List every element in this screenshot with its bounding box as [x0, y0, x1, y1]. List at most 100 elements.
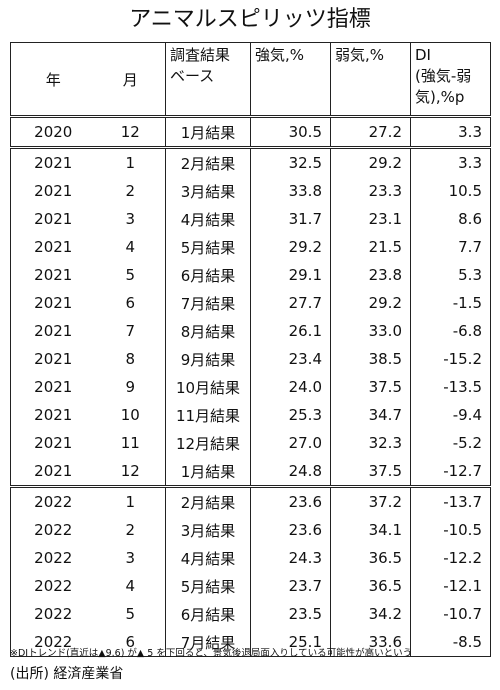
table-cell: 23.1 [330, 205, 411, 233]
table-row: 2021 2 3月結果 33.8 23.3 10.5 [10, 177, 491, 205]
table-cell: 33.8 [250, 177, 331, 205]
table-cell: 33.6 [330, 628, 411, 657]
table-cell: -13.5 [410, 373, 491, 401]
table-row: 2022 6 7月結果 25.1 33.6 -8.5 [10, 628, 491, 657]
header-line: (強気-弱 [415, 67, 472, 85]
table-cell: 2021 [10, 146, 96, 177]
header-line: 年 [45, 70, 61, 89]
table-cell: 2月結果 [165, 485, 251, 516]
table-cell: 12 [95, 457, 166, 487]
table-cell: 2022 [10, 516, 96, 544]
table-cell: 12 [95, 115, 166, 148]
table-cell: 6月結果 [165, 600, 251, 628]
table-cell: 21.5 [330, 233, 411, 261]
table-cell: 3.3 [410, 146, 491, 177]
table-row: 2021 10 11月結果 25.3 34.7 -9.4 [10, 401, 491, 429]
table-cell: 2月結果 [165, 146, 251, 177]
table-cell: 9月結果 [165, 345, 251, 373]
table-cell: 11月結果 [165, 401, 251, 429]
header-cell: DI (強気-弱 気),%p [410, 42, 491, 117]
table-row: 2022 5 6月結果 23.5 34.2 -10.7 [10, 600, 491, 628]
table-cell: 37.5 [330, 373, 411, 401]
table-cell: 3.3 [410, 115, 491, 148]
table-cell: 10.5 [410, 177, 491, 205]
table-cell: 1 [95, 146, 166, 177]
table-cell: 5 [95, 600, 166, 628]
header-line: 気),%p [415, 88, 465, 106]
header-line: 強気,% [255, 46, 305, 64]
table-cell: 8.6 [410, 205, 491, 233]
table-cell: 6月結果 [165, 261, 251, 289]
table-cell: -10.7 [410, 600, 491, 628]
table-cell: -12.7 [410, 457, 491, 487]
table-row: 2022 4 5月結果 23.7 36.5 -12.1 [10, 572, 491, 600]
table-cell: -5.2 [410, 429, 491, 457]
table-row: 2021 3 4月結果 31.7 23.1 8.6 [10, 205, 491, 233]
table-cell: 29.2 [330, 146, 411, 177]
table-cell: 2020 [10, 115, 96, 148]
table-cell: 7月結果 [165, 628, 251, 657]
table-cell: 2021 [10, 233, 96, 261]
table-cell: 8 [95, 345, 166, 373]
title: アニマルスピリッツ指標 [129, 7, 371, 32]
table-cell: -12.1 [410, 572, 491, 600]
table-cell: 38.5 [330, 345, 411, 373]
table-cell: 24.0 [250, 373, 331, 401]
table-cell: 7 [95, 317, 166, 345]
table-row: 2021 5 6月結果 29.1 23.8 5.3 [10, 261, 491, 289]
table-row: 2021 12 1月結果 24.8 37.5 -12.7 [10, 457, 491, 487]
table-cell: 2021 [10, 373, 96, 401]
table-cell: 1月結果 [165, 457, 251, 487]
table-cell: 11 [95, 429, 166, 457]
data-table: 年月調査結果 ベース 強気,% 弱気,% DI (強気-弱 気),%p 2020 12 1月結果 3… [10, 42, 491, 657]
table-cell: 2022 [10, 572, 96, 600]
table-cell: 37.2 [330, 485, 411, 516]
table-cell: 23.8 [330, 261, 411, 289]
table-cell: 3 [95, 205, 166, 233]
table-cell: 36.5 [330, 544, 411, 572]
table-cell: 29.2 [330, 289, 411, 317]
table-row: 2021 11 12月結果 27.0 32.3 -5.2 [10, 429, 491, 457]
table-cell: 23.4 [250, 345, 331, 373]
table-cell: 27.7 [250, 289, 331, 317]
table-cell: -13.7 [410, 485, 491, 516]
header-line: ベース [170, 67, 215, 85]
table-cell: 8月結果 [165, 317, 251, 345]
table-cell: 5月結果 [165, 233, 251, 261]
table-cell: 2022 [10, 485, 96, 516]
table-cell: 27.0 [250, 429, 331, 457]
table-cell: 23.3 [330, 177, 411, 205]
table-cell: -12.2 [410, 544, 491, 572]
table-cell: 29.1 [250, 261, 331, 289]
table-cell: 2021 [10, 401, 96, 429]
header-cell: 弱気,% [330, 42, 411, 117]
table-row: 2022 2 3月結果 23.6 34.1 -10.5 [10, 516, 491, 544]
table-cell: 5 [95, 261, 166, 289]
table-cell: 12月結果 [165, 429, 251, 457]
table-cell: 30.5 [250, 115, 331, 148]
table-cell: 2 [95, 177, 166, 205]
table-cell: 4 [95, 233, 166, 261]
table-row: 2021 6 7月結果 27.7 29.2 -1.5 [10, 289, 491, 317]
table-cell: 26.1 [250, 317, 331, 345]
table-cell: 5月結果 [165, 572, 251, 600]
table-cell: 25.3 [250, 401, 331, 429]
table-cell: 3 [95, 544, 166, 572]
table-cell: 4月結果 [165, 205, 251, 233]
table-cell: 2021 [10, 429, 96, 457]
table-row: 2021 1 2月結果 32.5 29.2 3.3 [10, 146, 491, 177]
header-cell: 調査結果 ベース [165, 42, 251, 117]
table-row: 2021 7 8月結果 26.1 33.0 -6.8 [10, 317, 491, 345]
header-cell: 強気,% [250, 42, 331, 117]
table-row: 2022 1 2月結果 23.6 37.2 -13.7 [10, 485, 491, 516]
table-row: 2021 8 9月結果 23.4 38.5 -15.2 [10, 345, 491, 373]
header-cell: 月 [95, 42, 166, 117]
header-row: 年月調査結果 ベース 強気,% 弱気,% DI (強気-弱 気),%p [10, 42, 491, 117]
footnote: ※DIトレンド(直近は▲9.6) が▲ 5 を下回ると、景気後退局面入りしている… [10, 648, 413, 659]
table-cell: 32.5 [250, 146, 331, 177]
table-cell: 3月結果 [165, 177, 251, 205]
table-cell: 37.5 [330, 457, 411, 487]
table-cell: 27.2 [330, 115, 411, 148]
table-cell: 2021 [10, 261, 96, 289]
table-cell: 7.7 [410, 233, 491, 261]
